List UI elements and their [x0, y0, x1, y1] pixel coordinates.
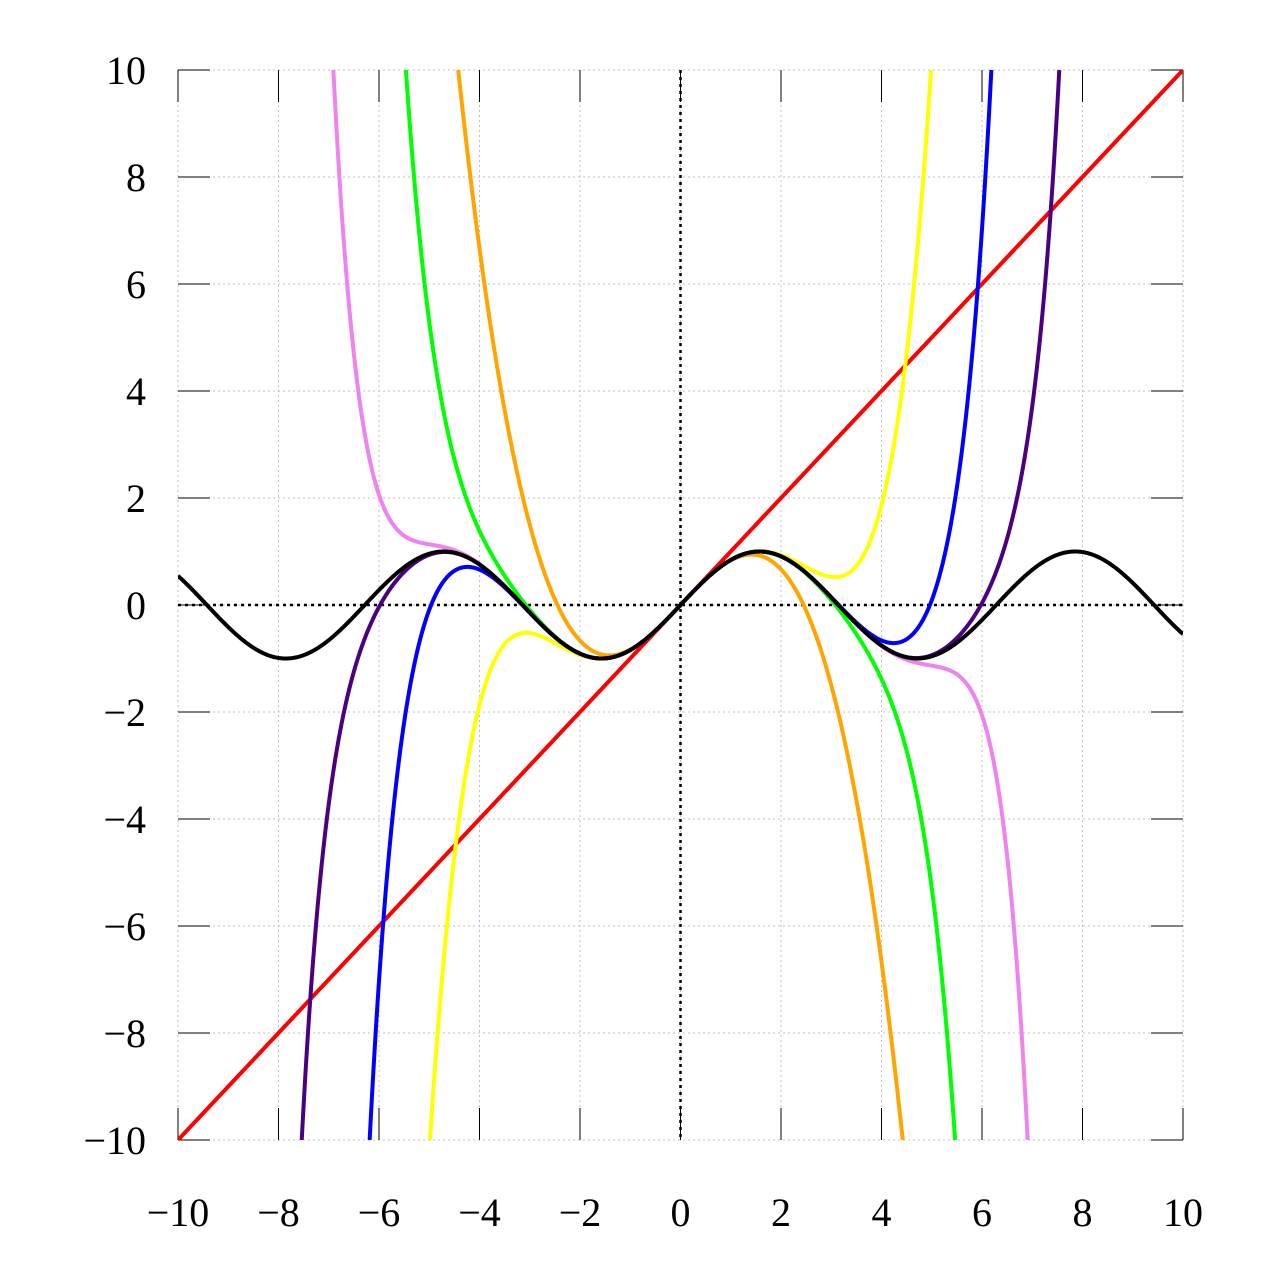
curves — [178, 70, 1183, 1140]
y-tick-label: 6 — [126, 262, 146, 307]
series-sin — [178, 549, 1183, 661]
x-tick-label: 0 — [671, 1190, 691, 1235]
x-tick-label: −8 — [257, 1190, 300, 1235]
y-tick-label: 8 — [126, 155, 146, 200]
y-tick-label: 4 — [126, 369, 146, 414]
y-tick-label: 0 — [126, 583, 146, 628]
tick-labels: −10 −8 −6 −4 −2 0 2 4 6 8 10 10 8 6 4 2 0 −2 −4 −6 −8 −10 — [83, 48, 1203, 1235]
y-tick-label: −10 — [83, 1118, 146, 1163]
x-tick-label: 10 — [1163, 1190, 1203, 1235]
x-tick-label: 4 — [872, 1190, 892, 1235]
ticks — [177, 69, 1184, 1141]
x-tick-label: −6 — [358, 1190, 401, 1235]
y-tick-label: −4 — [103, 797, 146, 842]
x-tick-label: 2 — [771, 1190, 791, 1235]
y-tick-label: −2 — [103, 690, 146, 735]
x-tick-label: 6 — [972, 1190, 992, 1235]
x-tick-label: −2 — [559, 1190, 602, 1235]
y-tick-label: 10 — [106, 48, 146, 93]
x-tick-label: 8 — [1073, 1190, 1093, 1235]
x-tick-label: −10 — [147, 1190, 210, 1235]
y-tick-label: 2 — [126, 476, 146, 521]
y-tick-label: −6 — [103, 904, 146, 949]
x-tick-label: −4 — [458, 1190, 501, 1235]
y-tick-label: −8 — [103, 1011, 146, 1056]
